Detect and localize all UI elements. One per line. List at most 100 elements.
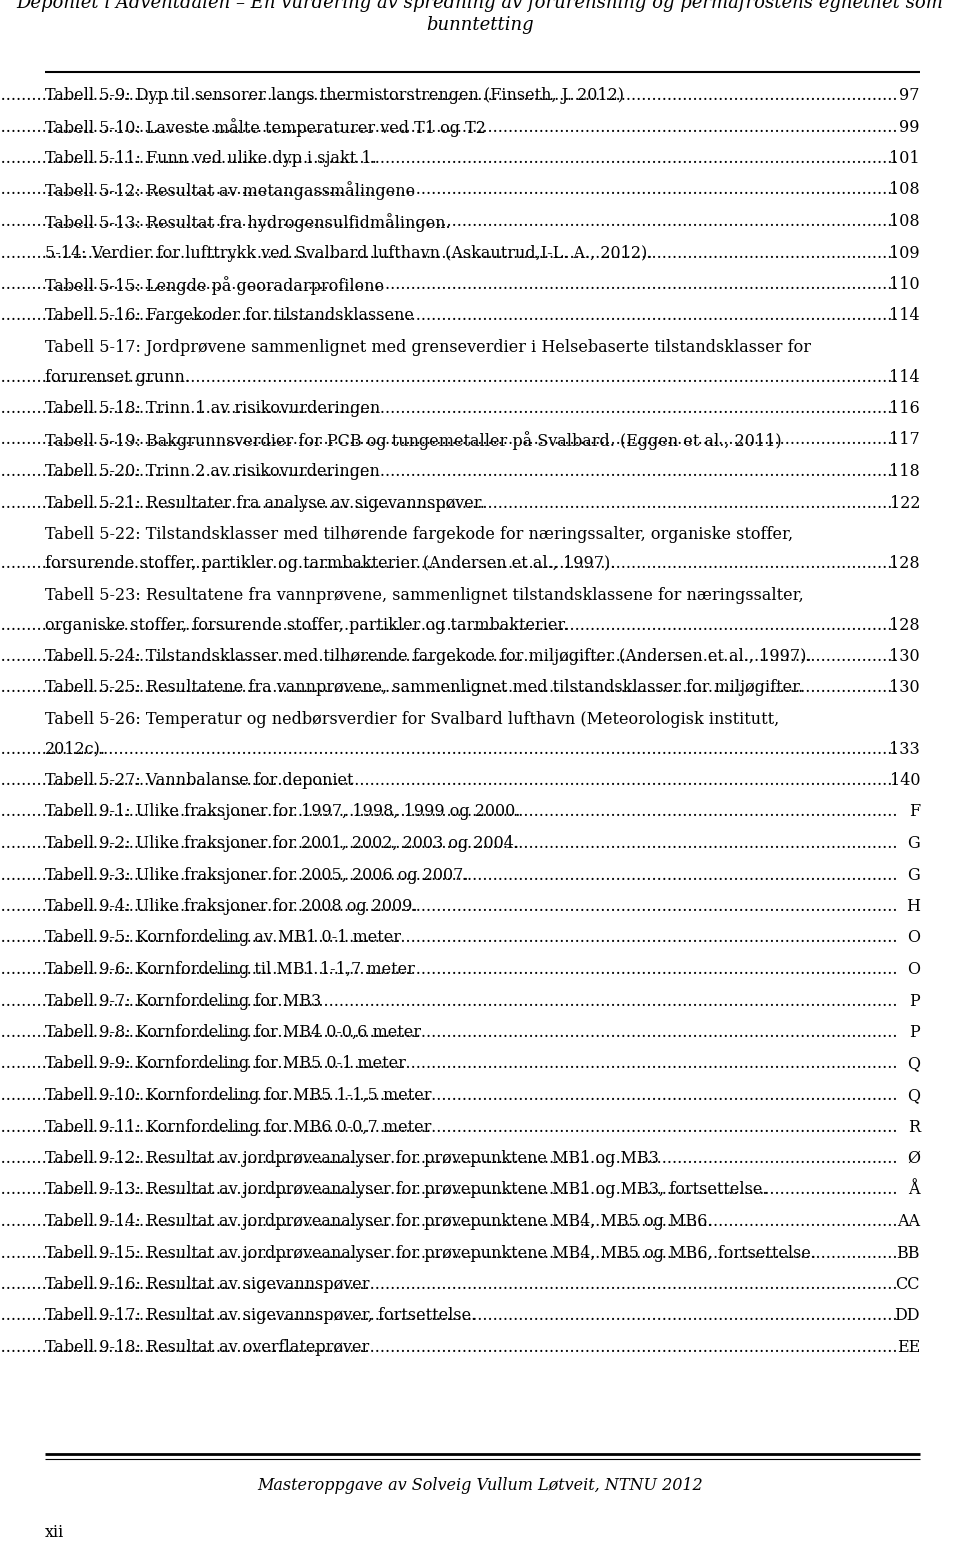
Text: ................................................................................: ........................................… <box>0 182 898 199</box>
Text: xii: xii <box>45 1523 64 1540</box>
Text: 117: 117 <box>889 432 920 449</box>
Text: Tabell 9-16: Resultat av sigevannspøver: Tabell 9-16: Resultat av sigevannspøver <box>45 1275 370 1294</box>
Text: Tabell 5-23: Resultatene fra vannprøvene, sammenlignet tilstandsklassene for nær: Tabell 5-23: Resultatene fra vannprøvene… <box>45 588 804 604</box>
Text: ................................................................................: ........................................… <box>0 1056 898 1073</box>
Text: 110: 110 <box>889 276 920 293</box>
Text: ................................................................................: ........................................… <box>0 555 898 572</box>
Text: Tabell 5-18: Trinn 1 av risikovurderingen: Tabell 5-18: Trinn 1 av risikovurderinge… <box>45 399 380 416</box>
Text: ................................................................................: ........................................… <box>0 1244 898 1261</box>
Text: ................................................................................: ........................................… <box>0 119 898 136</box>
Text: ................................................................................: ........................................… <box>0 463 898 480</box>
Text: ................................................................................: ........................................… <box>0 1338 898 1355</box>
Text: Tabell 5-10: Laveste målte temperaturer ved T1 og T2: Tabell 5-10: Laveste målte temperaturer … <box>45 119 486 137</box>
Text: Q: Q <box>907 1056 920 1073</box>
Text: ................................................................................: ........................................… <box>0 1275 898 1294</box>
Text: Tabell 9-5: Kornfordeling av MB1 0-1 meter: Tabell 9-5: Kornfordeling av MB1 0-1 met… <box>45 930 401 947</box>
Text: 2012c).: 2012c). <box>45 740 106 757</box>
Text: 109: 109 <box>889 245 920 262</box>
Text: ................................................................................: ........................................… <box>0 993 898 1010</box>
Text: ................................................................................: ........................................… <box>0 245 898 262</box>
Text: Å: Å <box>908 1181 920 1198</box>
Text: forsurende stoffer, partikler og tarmbakterier (Andersen et al., 1997).: forsurende stoffer, partikler og tarmbak… <box>45 555 615 572</box>
Text: F: F <box>909 803 920 820</box>
Text: Tabell 9-8: Kornfordeling for MB4 0-0,6 meter: Tabell 9-8: Kornfordeling for MB4 0-0,6 … <box>45 1024 421 1041</box>
Text: bunntetting: bunntetting <box>426 15 534 34</box>
Text: EE: EE <box>897 1338 920 1355</box>
Text: forurenset grunn.: forurenset grunn. <box>45 369 190 386</box>
Text: BB: BB <box>897 1244 920 1261</box>
Text: Tabell 5-11: Funn ved ulike dyp i sjakt 1.: Tabell 5-11: Funn ved ulike dyp i sjakt … <box>45 150 376 167</box>
Text: Tabell 9-17: Resultat av sigevannspøver, fortsettelse.: Tabell 9-17: Resultat av sigevannspøver,… <box>45 1308 476 1325</box>
Text: 118: 118 <box>889 463 920 480</box>
Text: 128: 128 <box>889 617 920 634</box>
Text: Tabell 9-12: Resultat av jordprøveanalyser for prøvepunktene MB1 og MB3: Tabell 9-12: Resultat av jordprøveanalys… <box>45 1150 659 1167</box>
Text: Tabell 5-12: Resultat av metangassmålingene: Tabell 5-12: Resultat av metangassmåling… <box>45 182 415 200</box>
Text: ................................................................................: ........................................… <box>0 1118 898 1135</box>
Text: Tabell 9-7: Kornfordeling for MB3: Tabell 9-7: Kornfordeling for MB3 <box>45 993 322 1010</box>
Text: ................................................................................: ........................................… <box>0 86 898 103</box>
Text: ................................................................................: ........................................… <box>0 276 898 293</box>
Text: ................................................................................: ........................................… <box>0 740 898 757</box>
Text: Tabell 5-9: Dyp til sensorer langs thermistorstrengen (Finseth, J. 2012): Tabell 5-9: Dyp til sensorer langs therm… <box>45 86 624 103</box>
Text: ................................................................................: ........................................… <box>0 648 898 665</box>
Text: Q: Q <box>907 1087 920 1104</box>
Text: 114: 114 <box>889 307 920 324</box>
Text: 5-14: Verdier for lufttrykk ved Svalbard lufthavn (Askautrud,I-L. A., 2012).: 5-14: Verdier for lufttrykk ved Svalbard… <box>45 245 653 262</box>
Text: DD: DD <box>895 1308 920 1325</box>
Text: ................................................................................: ........................................… <box>0 432 898 449</box>
Text: Tabell 9-4: Ulike fraksjoner for 2008 og 2009.: Tabell 9-4: Ulike fraksjoner for 2008 og… <box>45 897 418 914</box>
Text: G: G <box>907 836 920 853</box>
Text: ................................................................................: ........................................… <box>0 213 898 230</box>
Text: Tabell 9-14: Resultat av jordprøveanalyser for prøvepunktene MB4, MB5 og MB6.: Tabell 9-14: Resultat av jordprøveanalys… <box>45 1214 712 1231</box>
Text: O: O <box>907 961 920 978</box>
Text: organiske stoffer, forsurende stoffer, partikler og tarmbakterier.: organiske stoffer, forsurende stoffer, p… <box>45 617 568 634</box>
Text: O: O <box>907 930 920 947</box>
Text: Tabell 5-17: Jordprøvene sammenlignet med grenseverdier i Helsebaserte tilstands: Tabell 5-17: Jordprøvene sammenlignet me… <box>45 339 811 356</box>
Text: ................................................................................: ........................................… <box>0 803 898 820</box>
Text: AA: AA <box>897 1214 920 1231</box>
Text: ................................................................................: ........................................… <box>0 1150 898 1167</box>
Text: R: R <box>908 1118 920 1135</box>
Text: 130: 130 <box>889 648 920 665</box>
Text: Tabell 5-20: Trinn 2 av risikovurderingen: Tabell 5-20: Trinn 2 av risikovurderinge… <box>45 463 380 480</box>
Text: ................................................................................: ........................................… <box>0 836 898 853</box>
Text: 108: 108 <box>889 213 920 230</box>
Text: ................................................................................: ........................................… <box>0 897 898 914</box>
Text: Tabell 5-13: Resultat fra hydrogensulfidmålingen.: Tabell 5-13: Resultat fra hydrogensulfid… <box>45 213 450 231</box>
Text: CC: CC <box>896 1275 920 1294</box>
Text: ................................................................................: ........................................… <box>0 773 898 790</box>
Text: ................................................................................: ........................................… <box>0 307 898 324</box>
Text: Tabell 9-2: Ulike fraksjoner for 2001, 2002, 2003 og 2004.: Tabell 9-2: Ulike fraksjoner for 2001, 2… <box>45 836 519 853</box>
Text: Tabell 9-15: Resultat av jordprøveanalyser for prøvepunktene MB4, MB5 og MB6, fo: Tabell 9-15: Resultat av jordprøveanalys… <box>45 1244 816 1261</box>
Text: Tabell 9-9: Kornfordeling for MB5 0-1 meter: Tabell 9-9: Kornfordeling for MB5 0-1 me… <box>45 1056 406 1073</box>
Text: ................................................................................: ........................................… <box>0 369 898 386</box>
Text: Masteroppgave av Solveig Vullum Løtveit, NTNU 2012: Masteroppgave av Solveig Vullum Løtveit,… <box>257 1477 703 1494</box>
Text: G: G <box>907 867 920 884</box>
Text: ................................................................................: ........................................… <box>0 930 898 947</box>
Text: Tabell 5-19: Bakgrunnsverdier for PCB og tungemetaller på Svalbard. (Eggen et al: Tabell 5-19: Bakgrunnsverdier for PCB og… <box>45 432 781 450</box>
Text: Tabell 5-26: Temperatur og nedbørsverdier for Svalbard lufthavn (Meteorologisk i: Tabell 5-26: Temperatur og nedbørsverdie… <box>45 711 780 728</box>
Text: 97: 97 <box>900 86 920 103</box>
Text: Tabell 9-11: Kornfordeling for MB6 0-0,7 meter: Tabell 9-11: Kornfordeling for MB6 0-0,7… <box>45 1118 431 1135</box>
Text: 116: 116 <box>889 399 920 416</box>
Text: Tabell 9-1: Ulike fraksjoner for 1997, 1998, 1999 og 2000.: Tabell 9-1: Ulike fraksjoner for 1997, 1… <box>45 803 520 820</box>
Text: Tabell 9-18: Resultat av overflateprøver: Tabell 9-18: Resultat av overflateprøver <box>45 1338 370 1355</box>
Text: ................................................................................: ........................................… <box>0 1308 898 1325</box>
Text: 128: 128 <box>889 555 920 572</box>
Text: 99: 99 <box>900 119 920 136</box>
Text: Tabell 5-16: Fargekoder for tilstandsklassene: Tabell 5-16: Fargekoder for tilstandskla… <box>45 307 414 324</box>
Text: Tabell 9-3: Ulike fraksjoner for 2005, 2006 og 2007.: Tabell 9-3: Ulike fraksjoner for 2005, 2… <box>45 867 468 884</box>
Text: 108: 108 <box>889 182 920 199</box>
Text: Tabell 9-13: Resultat av jordprøveanalyser for prøvepunktene MB1 og MB3, fortset: Tabell 9-13: Resultat av jordprøveanalys… <box>45 1181 767 1198</box>
Text: Tabell 5-25: Resultatene fra vannprøvene, sammenlignet med tilstandsklasser for : Tabell 5-25: Resultatene fra vannprøvene… <box>45 680 804 697</box>
Text: ................................................................................: ........................................… <box>0 1024 898 1041</box>
Text: P: P <box>909 993 920 1010</box>
Text: Tabell 5-24: Tilstandsklasser med tilhørende fargekode for miljøgifter (Andersen: Tabell 5-24: Tilstandsklasser med tilhør… <box>45 648 811 665</box>
Text: 122: 122 <box>890 495 920 512</box>
Text: Tabell 5-15: Lengde på georadarprofilene: Tabell 5-15: Lengde på georadarprofilene <box>45 276 384 295</box>
Text: ................................................................................: ........................................… <box>0 961 898 978</box>
Text: ................................................................................: ........................................… <box>0 399 898 416</box>
Text: P: P <box>909 1024 920 1041</box>
Text: Tabell 5-22: Tilstandsklasser med tilhørende fargekode for næringssalter, organi: Tabell 5-22: Tilstandsklasser med tilhør… <box>45 526 793 543</box>
Text: ................................................................................: ........................................… <box>0 150 898 167</box>
